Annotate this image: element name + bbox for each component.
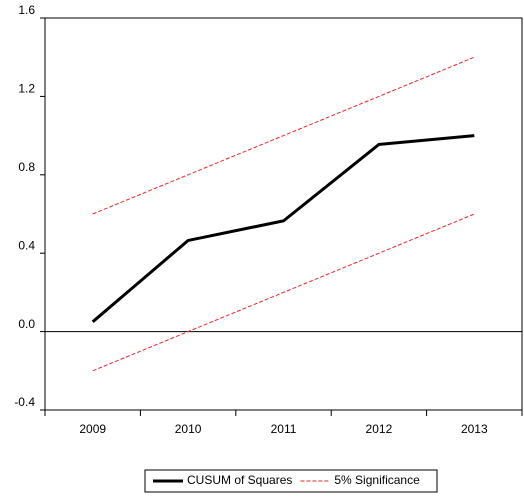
y-tick-label: 1.6 <box>18 3 35 17</box>
x-tick-label: 2013 <box>461 422 488 436</box>
legend-box <box>144 469 438 493</box>
y-tick-label: 0.4 <box>18 238 35 252</box>
y-tick-label: 0.8 <box>18 160 35 174</box>
legend-label: CUSUM of Squares <box>187 473 292 487</box>
x-tick-label: 2010 <box>175 422 202 436</box>
y-tick-label: 1.2 <box>18 82 35 96</box>
x-tick-label: 2012 <box>366 422 393 436</box>
plot-frame <box>44 17 523 411</box>
legend-label: 5% Significance <box>334 473 420 487</box>
series-line <box>92 56 475 215</box>
y-tick-label: -0.4 <box>14 395 35 409</box>
x-tick-label: 2011 <box>271 422 297 436</box>
series-line <box>92 213 475 372</box>
x-tick-label: 2009 <box>79 422 106 436</box>
series-line <box>91 134 475 323</box>
y-tick-label: 0.0 <box>18 317 35 331</box>
